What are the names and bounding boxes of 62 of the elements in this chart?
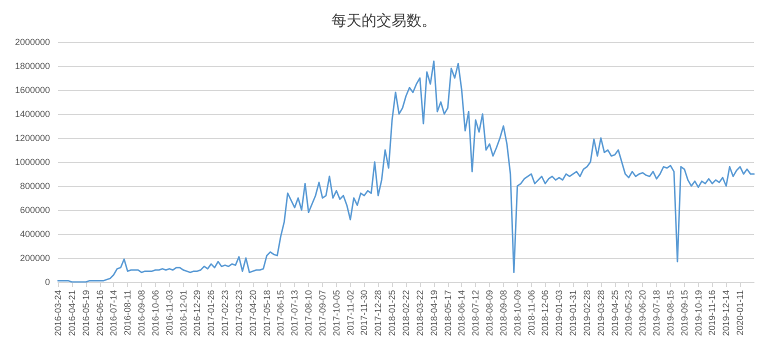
x-tick-label: 2016-12-29 — [192, 290, 202, 336]
y-tick-label: 400000 — [20, 229, 50, 239]
x-tick-label: 2019-01-03 — [554, 290, 564, 336]
y-tick-label: 600000 — [20, 205, 50, 215]
y-tick-label: 1800000 — [14, 61, 50, 71]
x-tick-label: 2017-12-28 — [373, 290, 384, 336]
y-tick-label: 1600000 — [14, 85, 50, 95]
y-tick-label: 1000000 — [14, 157, 50, 167]
x-tick-label: 2019-03-28 — [596, 290, 606, 336]
x-tick-label: 2019-10-19 — [693, 290, 704, 336]
y-tick-label: 0 — [44, 277, 50, 287]
x-tick-label: 2019-02-28 — [582, 290, 592, 336]
x-tick-label: 2018-04-19 — [428, 290, 439, 336]
x-tick-label: 2018-08-09 — [484, 290, 495, 336]
x-tick-label: 2016-09-08 — [136, 290, 147, 336]
x-tick-label: 2018-02-22 — [401, 290, 411, 336]
x-tick-label: 2017-08-10 — [304, 290, 314, 336]
y-tick-label: 1200000 — [14, 133, 50, 143]
x-tick-label: 2017-04-20 — [248, 290, 258, 336]
x-tick-label: 2018-12-06 — [540, 290, 550, 336]
x-tick-label: 2019-05-23 — [624, 290, 634, 336]
x-tick-label: 2016-11-03 — [164, 290, 174, 336]
x-tick-label: 2017-06-15 — [276, 290, 286, 336]
x-tick-label: 2017-11-02 — [345, 290, 356, 336]
x-tick-label: 2018-01-25 — [387, 290, 398, 336]
x-tick-label: 2018-06-14 — [456, 290, 467, 336]
x-tick-label: 2016-08-11 — [122, 290, 133, 336]
y-tick-label: 800000 — [20, 181, 50, 191]
x-tick-label: 2019-08-15 — [665, 290, 676, 336]
x-tick-label: 2017-11-30 — [359, 290, 370, 336]
x-tick-label: 2019-11-16 — [707, 290, 718, 336]
x-tick-label: 2019-06-20 — [638, 290, 648, 336]
x-tick-label: 2019-12-14 — [721, 290, 732, 336]
x-tick-label: 2017-02-23 — [220, 290, 230, 336]
x-tick-label: 2018-07-12 — [470, 290, 481, 336]
x-tick-label: 2016-12-01 — [178, 290, 188, 336]
x-tick-label: 2016-06-16 — [94, 290, 105, 336]
x-tick-label: 2020-01-11 — [735, 290, 746, 336]
y-tick-label: 1400000 — [14, 109, 50, 119]
x-tick-label: 2017-03-23 — [234, 290, 244, 336]
x-tick-label: 2018-09-08 — [498, 290, 508, 336]
x-tick-label: 2017-01-26 — [206, 290, 216, 336]
x-tick-label: 2017-10-05 — [331, 290, 342, 336]
x-tick-label: 2019-01-31 — [568, 290, 578, 336]
x-tick-label: 2018-10-09 — [512, 290, 522, 336]
x-tick-label: 2016-03-24 — [53, 290, 63, 336]
x-tick-label: 2016-07-14 — [108, 290, 119, 336]
x-tick-label: 2018-11-06 — [526, 290, 536, 336]
x-tick-label: 2017-07-13 — [290, 290, 300, 336]
x-tick-label: 2019-04-25 — [610, 290, 620, 336]
y-tick-label: 2000000 — [14, 37, 50, 47]
x-tick-label: 2019-09-15 — [679, 290, 690, 336]
x-tick-label: 2017-09-07 — [317, 290, 328, 336]
y-tick-label: 200000 — [20, 253, 50, 263]
x-tick-label: 2016-10-06 — [150, 290, 160, 336]
x-tick-label: 2016-04-21 — [66, 290, 77, 336]
x-tick-label: 2016-05-19 — [80, 290, 91, 336]
chart-title: 每天的交易数。 — [332, 12, 436, 30]
x-tick-label: 2018-05-17 — [442, 290, 453, 336]
x-tick-label: 2019-07-18 — [652, 290, 662, 336]
x-tick-label: 2017-05-18 — [262, 290, 272, 336]
x-tick-label: 2018-03-22 — [414, 290, 425, 336]
